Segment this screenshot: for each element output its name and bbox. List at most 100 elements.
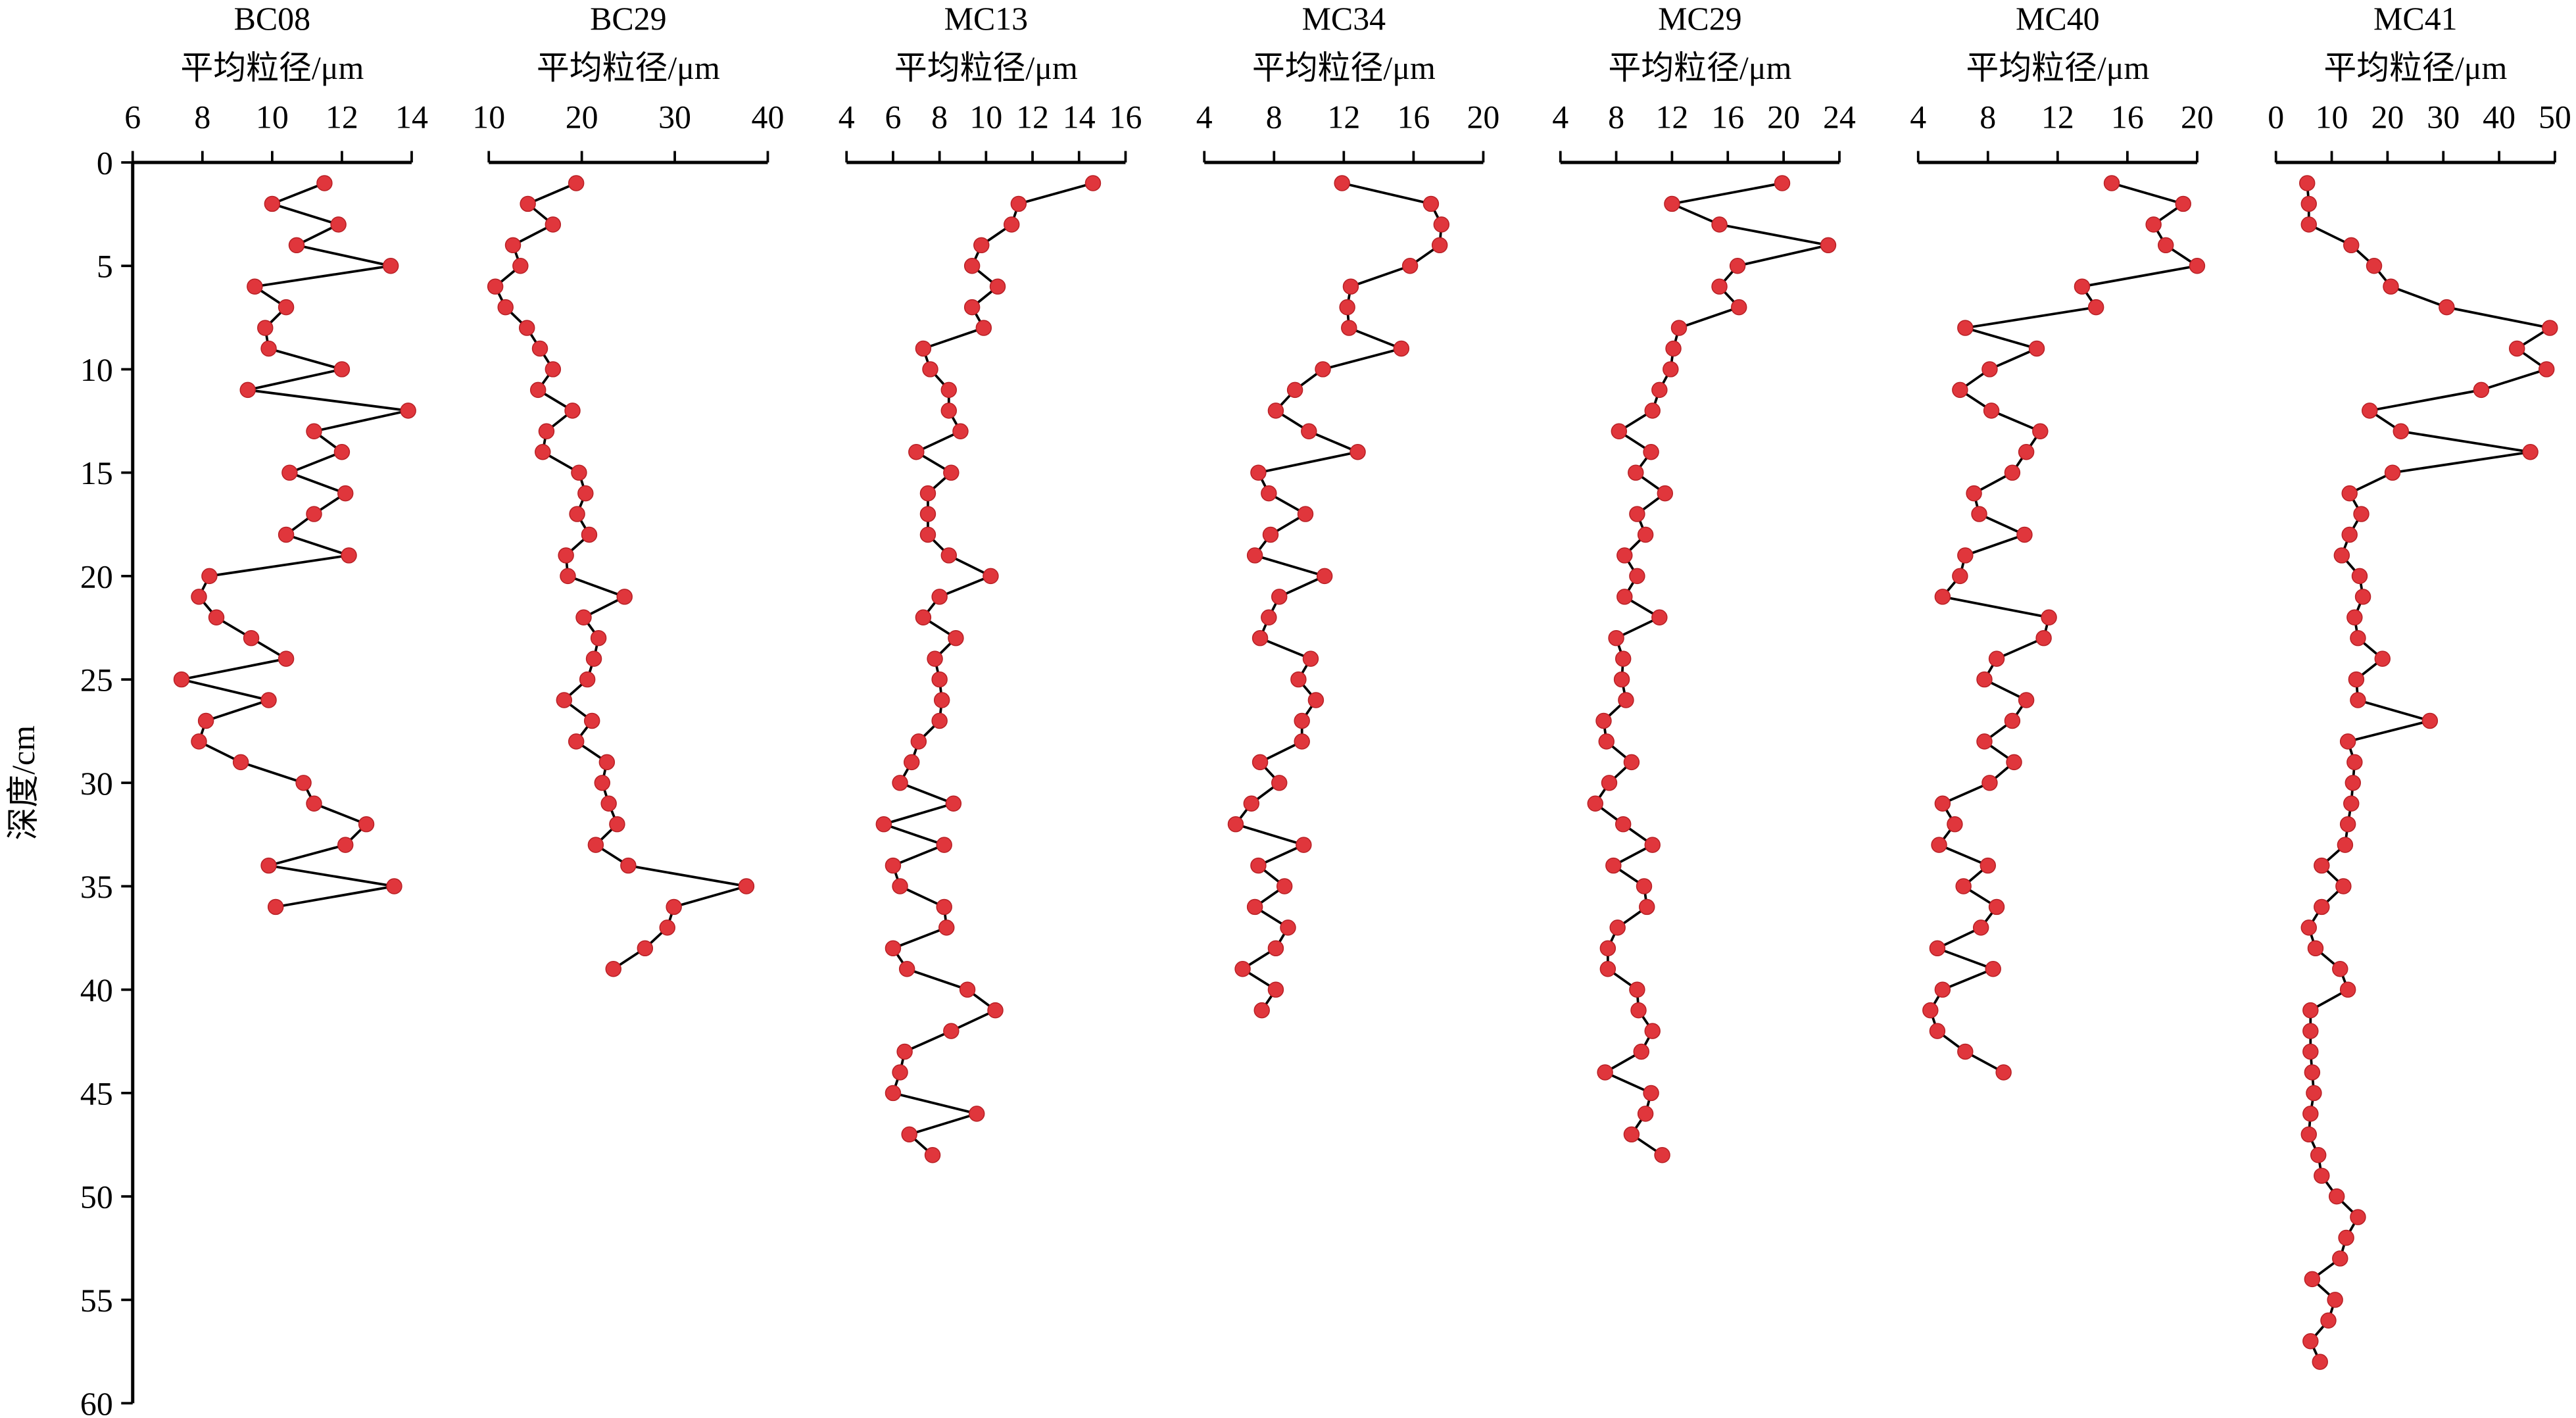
data-point: [959, 981, 976, 998]
x-tick-label: 40: [2483, 99, 2515, 135]
panel-title: BC08: [234, 1, 310, 37]
data-point: [892, 775, 908, 791]
data-point: [973, 237, 990, 254]
data-point: [1316, 568, 1333, 585]
data-point: [1401, 258, 1419, 274]
data-point: [1643, 1085, 1659, 1102]
data-point: [558, 547, 574, 564]
data-point: [520, 195, 536, 212]
data-point: [963, 258, 981, 274]
data-point: [2302, 1002, 2319, 1019]
data-point: [616, 589, 633, 605]
data-point: [594, 775, 610, 791]
data-point: [2333, 547, 2350, 564]
y-tick-label: 50: [80, 1179, 113, 1215]
data-point: [1294, 712, 1310, 729]
data-point: [1976, 671, 1993, 688]
x-tick-label: 30: [2427, 99, 2460, 135]
data-point: [1601, 775, 1618, 791]
data-point: [341, 547, 357, 564]
data-point: [2542, 320, 2558, 336]
data-point: [948, 629, 964, 647]
data-point: [2362, 403, 2378, 419]
data-point: [288, 237, 305, 254]
profile-line: [1593, 182, 1829, 1156]
data-point: [504, 237, 522, 254]
data-point: [1988, 650, 2005, 667]
data-point: [910, 733, 927, 750]
x-tick-label: 20: [2181, 99, 2214, 135]
data-point: [1651, 609, 1668, 625]
data-point: [2103, 175, 2120, 191]
data-point: [2350, 692, 2366, 708]
data-point: [927, 650, 943, 667]
data-point: [2074, 278, 2091, 295]
data-point: [1341, 320, 1357, 336]
data-point: [386, 878, 402, 894]
data-point: [2175, 195, 2191, 212]
panel-title: MC41: [2373, 1, 2458, 37]
data-point: [306, 795, 322, 812]
data-point: [278, 526, 295, 543]
data-point: [1711, 216, 1728, 233]
data-point: [1084, 175, 1102, 191]
data-point: [1302, 650, 1319, 667]
data-point: [173, 671, 190, 688]
data-point: [904, 754, 920, 771]
data-point: [1981, 775, 1998, 791]
data-point: [2374, 650, 2391, 667]
data-point: [2509, 340, 2525, 357]
data-point: [936, 898, 952, 916]
data-point: [2006, 754, 2022, 771]
data-point: [208, 609, 225, 625]
data-point: [2341, 485, 2358, 502]
data-point: [590, 629, 607, 647]
panel-title: MC13: [944, 1, 1029, 37]
profile-line: [1233, 182, 1443, 1012]
data-point: [1644, 837, 1661, 853]
data-point: [1613, 671, 1630, 688]
x-tick-label: 20: [1467, 99, 1500, 135]
data-point: [2335, 878, 2352, 894]
data-point: [400, 403, 416, 419]
data-point: [1820, 237, 1837, 254]
data-point: [2421, 712, 2439, 729]
data-point: [1250, 857, 1267, 874]
x-tick-label: 14: [1063, 99, 1096, 135]
profile-line: [2306, 183, 2554, 1363]
data-point: [1731, 299, 1747, 316]
data-point: [1922, 1002, 1939, 1019]
data-point: [535, 443, 551, 460]
y-tick-label: 10: [80, 352, 113, 388]
data-point: [1665, 340, 1682, 357]
data-point: [924, 1147, 941, 1163]
data-point: [943, 464, 960, 481]
data-point: [2004, 464, 2021, 481]
data-point: [875, 816, 892, 833]
data-point: [1611, 423, 1628, 440]
data-point: [1010, 195, 1027, 212]
data-point: [922, 361, 938, 378]
data-point: [278, 650, 295, 667]
x-tick-label: 16: [2111, 99, 2144, 135]
data-point: [2343, 237, 2360, 254]
data-point: [1261, 609, 1277, 625]
data-point: [497, 299, 514, 316]
panel-title: MC34: [1302, 1, 1386, 37]
data-point: [1599, 961, 1616, 977]
data-point: [2300, 195, 2317, 212]
x-tick-label: 20: [2371, 99, 2404, 135]
data-point: [1929, 1023, 1946, 1039]
x-tick-label: 4: [1552, 99, 1568, 135]
data-point: [1267, 981, 1284, 998]
data-point: [1261, 485, 1277, 502]
data-point: [1605, 857, 1622, 874]
data-point: [1630, 1002, 1647, 1019]
data-point: [577, 485, 594, 502]
data-point: [2035, 629, 2052, 647]
data-point: [908, 443, 925, 460]
x-axis-label: 平均粒径/μm: [1252, 50, 1436, 86]
data-point: [2350, 1209, 2366, 1225]
x-tick-label: 10: [969, 99, 1002, 135]
